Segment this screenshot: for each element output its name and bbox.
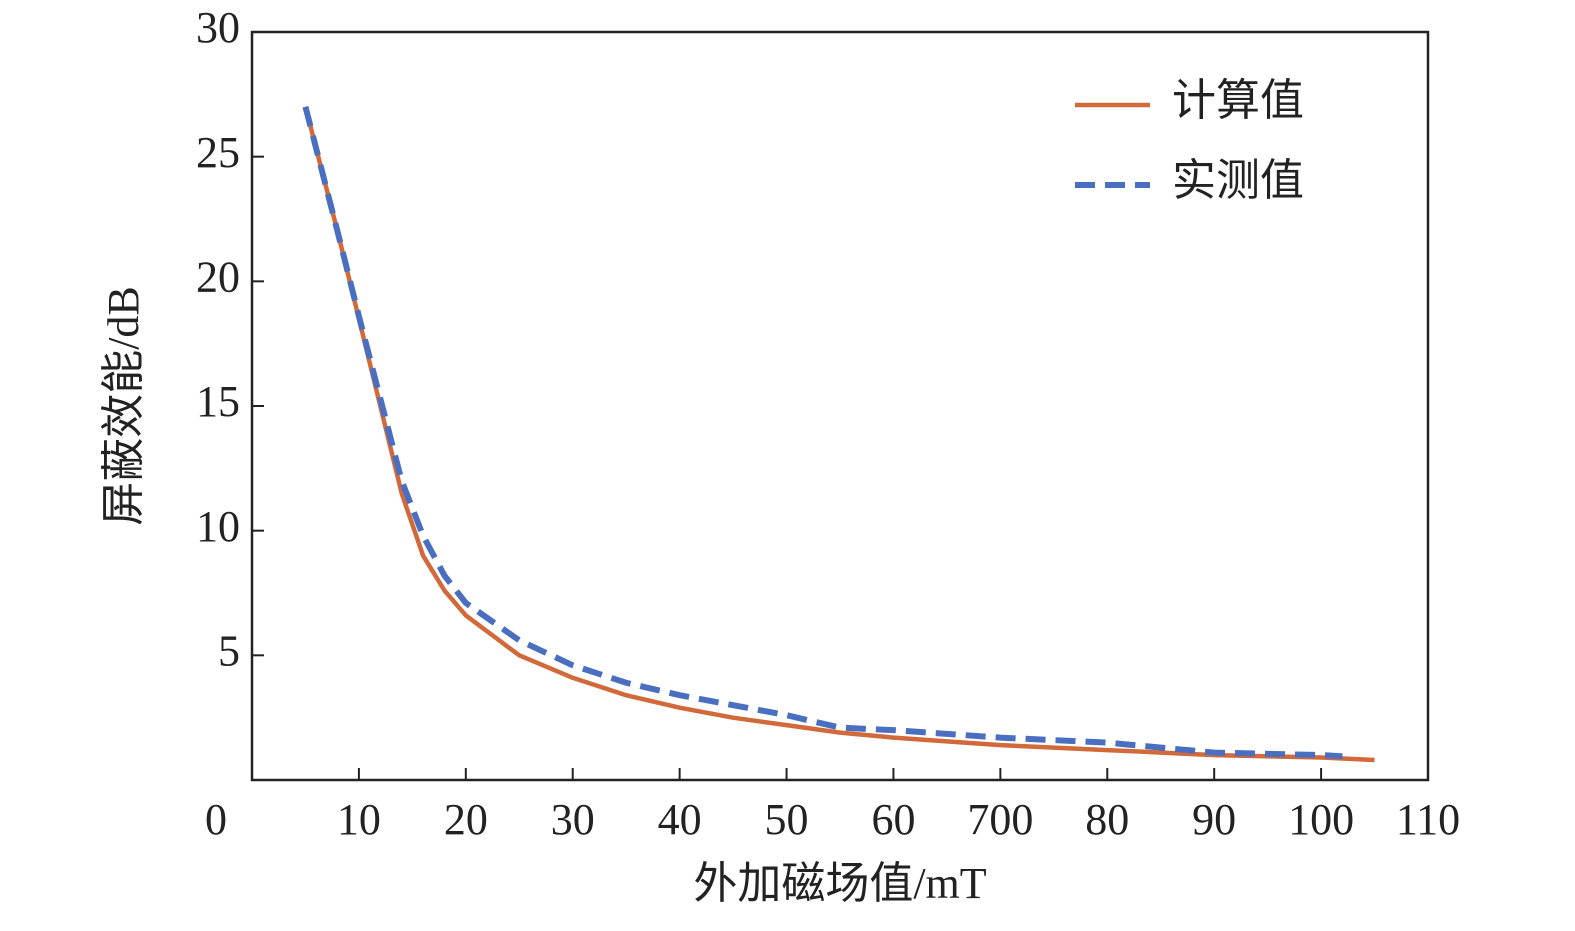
y-tick-label: 20 <box>196 252 240 301</box>
x-tick-label: 80 <box>1085 795 1129 844</box>
x-tick-label: 20 <box>444 795 488 844</box>
x-tick-label: 90 <box>1192 795 1236 844</box>
plot-frame <box>250 30 1430 782</box>
legend-label: 实测值 <box>1172 156 1304 205</box>
legend-label: 计算值 <box>1172 76 1304 125</box>
y-tick-label: 5 <box>218 626 240 675</box>
x-axis-label: 外加磁场值/mT <box>693 859 986 908</box>
x-tick-label: 110 <box>1396 795 1460 844</box>
x-tick-label: 60 <box>871 795 915 844</box>
x-tick-label: 10 <box>337 795 381 844</box>
y-tick-label: 30 <box>196 3 240 52</box>
x-tick-label: 100 <box>1288 795 1354 844</box>
x-tick-label: 30 <box>551 795 595 844</box>
x-tick-label: 700 <box>967 795 1033 844</box>
y-tick-label: 10 <box>196 502 240 551</box>
y-axis-label: 屏蔽效能/dB <box>99 286 148 526</box>
line-series <box>302 106 1343 760</box>
x-tick-label: 50 <box>765 795 809 844</box>
y-tick-label: 15 <box>196 377 240 426</box>
y-tick-label: 25 <box>196 128 240 177</box>
x-tick-label: 40 <box>658 795 702 844</box>
x-tick-label: 0 <box>205 795 227 844</box>
